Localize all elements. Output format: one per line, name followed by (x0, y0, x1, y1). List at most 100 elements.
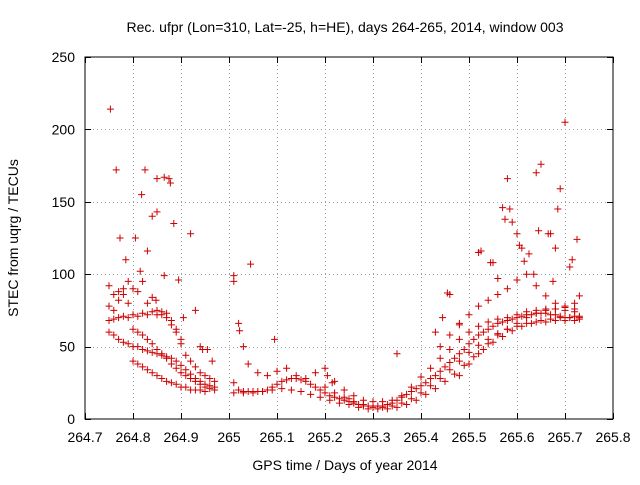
data-point (427, 364, 435, 372)
data-point (110, 291, 118, 298)
data-point (166, 179, 174, 187)
data-point (172, 380, 180, 388)
data-point (446, 331, 454, 339)
data-point (407, 395, 415, 403)
chart-title: Rec. ufpr (Lon=310, Lat=-25, h=HE), days… (126, 19, 563, 35)
axis-ticks (85, 57, 614, 420)
data-point (542, 306, 550, 314)
data-point (508, 327, 516, 335)
data-point (575, 292, 583, 300)
data-point (191, 377, 199, 385)
data-point (575, 315, 583, 323)
data-point (340, 393, 348, 401)
data-point (422, 390, 430, 398)
data-point (153, 372, 161, 380)
data-point (326, 396, 334, 404)
data-point (167, 379, 175, 387)
data-point (350, 398, 358, 406)
data-point (556, 314, 564, 322)
data-point (523, 314, 531, 322)
data-point (292, 372, 300, 380)
data-point (139, 309, 147, 317)
data-point (412, 385, 420, 393)
data-point (230, 389, 238, 397)
data-point (441, 377, 449, 385)
data-point (254, 369, 262, 377)
data-point (537, 160, 545, 168)
data-point (163, 354, 171, 362)
data-point (436, 375, 444, 382)
data-point (455, 350, 463, 358)
data-point (172, 364, 180, 372)
data-point (177, 335, 185, 343)
data-point (451, 370, 459, 378)
data-point (106, 105, 114, 113)
data-point (235, 386, 243, 394)
data-point (179, 314, 187, 322)
data-point (374, 405, 382, 413)
data-point (112, 166, 120, 174)
data-point (167, 360, 175, 368)
data-point (182, 351, 190, 359)
data-point (139, 346, 147, 353)
data-point (465, 311, 473, 319)
data-point (307, 380, 315, 388)
data-point (479, 346, 487, 353)
data-point (273, 367, 281, 375)
data-point (244, 360, 252, 368)
data-point (355, 403, 363, 411)
data-point (115, 288, 123, 296)
data-point (431, 385, 439, 393)
data-point (158, 350, 166, 358)
data-point (379, 403, 387, 411)
data-point (230, 379, 238, 387)
data-point (554, 205, 562, 213)
data-point (153, 175, 161, 183)
data-point (340, 386, 348, 394)
data-point (148, 369, 156, 377)
data-point (542, 292, 550, 300)
data-point (494, 315, 502, 323)
data-point (527, 311, 535, 319)
data-point (139, 331, 147, 339)
data-point (518, 244, 526, 252)
data-point (119, 291, 127, 298)
data-point (422, 379, 430, 387)
data-point (439, 314, 447, 322)
data-point (115, 314, 123, 322)
data-point (446, 291, 454, 298)
data-point (143, 311, 151, 319)
data-point (475, 350, 483, 358)
data-point (191, 363, 199, 371)
data-point (160, 173, 168, 181)
data-point (484, 296, 492, 304)
x-tick-label: 265 (217, 429, 241, 445)
data-point (129, 311, 137, 319)
data-point (105, 282, 113, 290)
data-point (542, 318, 550, 326)
data-point (551, 244, 559, 252)
data-point (369, 403, 377, 411)
data-point (499, 204, 507, 212)
data-point (364, 405, 372, 413)
data-point (513, 311, 521, 319)
data-point (311, 369, 319, 377)
data-point (446, 366, 454, 374)
data-point (134, 288, 142, 296)
data-point (247, 260, 255, 268)
data-point (297, 376, 305, 384)
x-tick-label: 265.6 (499, 429, 534, 445)
data-point (316, 393, 324, 401)
y-axis-label: STEC from uqrg / TECUs (5, 159, 21, 317)
data-point (163, 377, 171, 385)
data-point (177, 361, 185, 369)
data-point (549, 277, 557, 285)
data-point (436, 367, 444, 375)
data-point (532, 169, 540, 177)
data-point (148, 212, 156, 220)
data-point (124, 277, 132, 285)
data-point (484, 325, 492, 333)
data-point (436, 343, 444, 351)
data-point (119, 338, 127, 346)
data-point (263, 372, 271, 380)
